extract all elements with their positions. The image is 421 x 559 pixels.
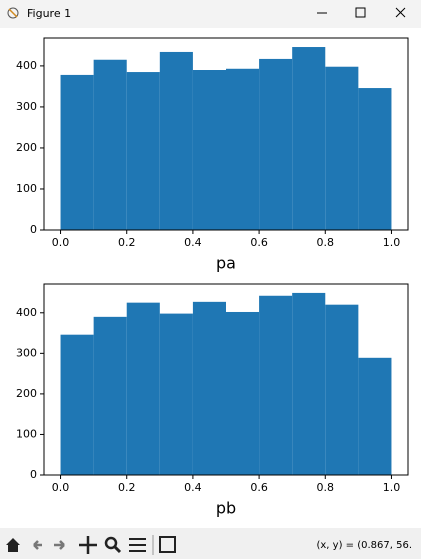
bar: [93, 59, 127, 230]
x-axis-label: pb: [216, 499, 236, 518]
y-tick-label: 0: [30, 223, 37, 236]
bar: [192, 70, 226, 230]
bar: [325, 304, 359, 475]
x-tick-label: 0.6: [250, 481, 268, 494]
y-tick-label: 400: [16, 59, 37, 72]
app-icon: [7, 7, 19, 19]
x-tick-label: 0.8: [317, 236, 335, 249]
maximize-button[interactable]: [355, 7, 366, 18]
y-tick-label: 0: [30, 468, 37, 481]
zoom-button[interactable]: [104, 536, 122, 554]
x-tick-label: 0.8: [317, 481, 335, 494]
home-button[interactable]: [6, 538, 20, 552]
x-axis-label: pa: [216, 254, 236, 273]
axes-frame: [43, 283, 409, 476]
x-tick-label: 0.2: [118, 236, 136, 249]
y-tick-label: 300: [16, 346, 37, 359]
bar: [259, 295, 293, 475]
y-tick-label: 200: [16, 387, 37, 400]
bar: [126, 72, 160, 230]
bar: [259, 58, 293, 230]
bar: [292, 292, 326, 475]
x-tick-label: 1.0: [383, 236, 401, 249]
y-tick-label: 200: [16, 141, 37, 154]
x-tick-label: 1.0: [383, 481, 401, 494]
configure-button[interactable]: [129, 538, 146, 552]
bar: [325, 66, 359, 230]
bar: [126, 302, 160, 475]
back-button[interactable]: [33, 540, 42, 550]
bar: [226, 311, 260, 475]
x-tick-label: 0.6: [250, 236, 268, 249]
bar: [93, 316, 127, 475]
pan-button[interactable]: [79, 536, 97, 554]
window-title: Figure 1: [27, 7, 71, 20]
bar: [358, 357, 392, 475]
title-bar: [0, 0, 421, 28]
y-tick-label: 100: [16, 182, 37, 195]
bar: [60, 334, 94, 475]
toolbar: [0, 528, 421, 559]
x-tick-label: 0.4: [184, 481, 202, 494]
bar: [358, 88, 392, 230]
y-tick-label: 300: [16, 100, 37, 113]
axes-frame: [43, 37, 409, 231]
y-tick-label: 100: [16, 427, 37, 440]
forward-button[interactable]: [54, 540, 65, 550]
save-button[interactable]: [159, 536, 176, 553]
close-button[interactable]: [395, 7, 406, 18]
bar: [192, 301, 226, 475]
bar: [292, 47, 326, 231]
status-text: (x, y) = (0.867, 56.: [316, 540, 412, 551]
x-tick-label: 0.2: [118, 481, 136, 494]
x-tick-label: 0.0: [52, 481, 70, 494]
bar: [159, 51, 193, 231]
bar: [159, 313, 193, 475]
y-tick-label: 400: [16, 306, 37, 319]
x-tick-label: 0.4: [184, 236, 202, 249]
bar: [60, 74, 94, 230]
x-tick-label: 0.0: [52, 236, 70, 249]
bar: [226, 68, 260, 231]
